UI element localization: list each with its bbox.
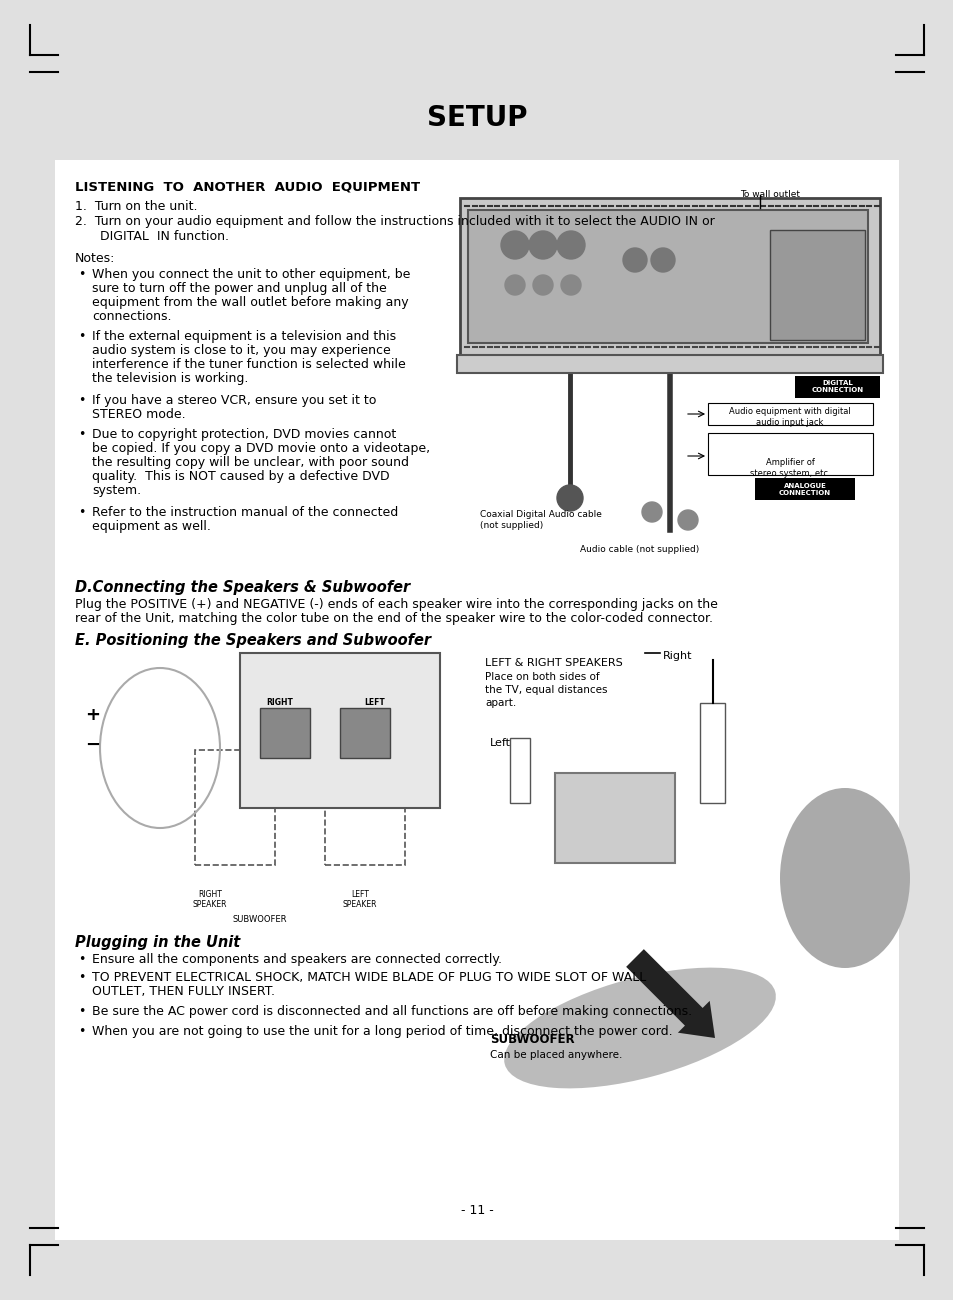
- Text: LEFT: LEFT: [364, 698, 385, 707]
- Text: interference if the tuner function is selected while: interference if the tuner function is se…: [91, 358, 405, 370]
- Text: Audio cable (not supplied): Audio cable (not supplied): [579, 545, 699, 554]
- Text: SUBWOOFER: SUBWOOFER: [490, 1034, 574, 1046]
- Text: •: •: [78, 506, 85, 519]
- Text: system.: system.: [91, 484, 141, 497]
- Text: Can be placed anywhere.: Can be placed anywhere.: [490, 1050, 621, 1060]
- Circle shape: [557, 231, 584, 259]
- Text: - 11 -: - 11 -: [460, 1204, 493, 1217]
- Text: DIGITAL  IN function.: DIGITAL IN function.: [100, 230, 229, 243]
- Circle shape: [557, 485, 582, 511]
- Bar: [468, 211, 867, 343]
- Text: sure to turn off the power and unplug all of the: sure to turn off the power and unplug al…: [91, 282, 386, 295]
- Circle shape: [529, 231, 557, 259]
- Circle shape: [622, 248, 646, 272]
- Text: ANALOGUE
CONNECTION: ANALOGUE CONNECTION: [778, 484, 830, 497]
- Text: •: •: [78, 330, 85, 343]
- Bar: [555, 774, 675, 863]
- Ellipse shape: [780, 788, 909, 968]
- Bar: [707, 433, 872, 474]
- Text: Audio equipment with digital
audio input jack: Audio equipment with digital audio input…: [728, 407, 850, 428]
- Text: D.Connecting the Speakers & Subwoofer: D.Connecting the Speakers & Subwoofer: [75, 580, 410, 595]
- Bar: [707, 403, 872, 425]
- Circle shape: [641, 502, 661, 523]
- Text: When you are not going to use the unit for a long period of time, disconnect the: When you are not going to use the unit f…: [91, 1024, 672, 1037]
- Text: •: •: [78, 268, 85, 281]
- Text: E. Positioning the Speakers and Subwoofer: E. Positioning the Speakers and Subwoofe…: [75, 633, 431, 647]
- Text: the TV, equal distances: the TV, equal distances: [484, 685, 607, 696]
- Bar: [794, 376, 879, 398]
- Text: Left: Left: [490, 738, 511, 748]
- FancyArrow shape: [625, 949, 714, 1037]
- Bar: [194, 750, 274, 864]
- Bar: [769, 230, 864, 341]
- Text: Plug the POSITIVE (+) and NEGATIVE (-) ends of each speaker wire into the corres: Plug the POSITIVE (+) and NEGATIVE (-) e…: [75, 598, 717, 611]
- Bar: [459, 198, 879, 355]
- Text: 1.  Turn on the unit.: 1. Turn on the unit.: [75, 200, 197, 213]
- Text: •: •: [78, 971, 85, 984]
- Text: LEFT
SPEAKER: LEFT SPEAKER: [342, 891, 376, 910]
- Bar: [55, 70, 898, 160]
- Text: −: −: [85, 736, 100, 754]
- Circle shape: [678, 510, 698, 530]
- Text: be copied. If you copy a DVD movie onto a videotape,: be copied. If you copy a DVD movie onto …: [91, 442, 430, 455]
- Bar: [510, 738, 530, 803]
- Text: •: •: [78, 1024, 85, 1037]
- Bar: [754, 478, 854, 500]
- Text: When you connect the unit to other equipment, be: When you connect the unit to other equip…: [91, 268, 410, 281]
- Text: If the external equipment is a television and this: If the external equipment is a televisio…: [91, 330, 395, 343]
- Text: Right: Right: [662, 651, 692, 660]
- Bar: [240, 653, 439, 809]
- Text: Be sure the AC power cord is disconnected and all functions are off before makin: Be sure the AC power cord is disconnecte…: [91, 1005, 691, 1018]
- Text: •: •: [78, 953, 85, 966]
- Circle shape: [504, 276, 524, 295]
- Text: connections.: connections.: [91, 309, 172, 322]
- Text: Plugging in the Unit: Plugging in the Unit: [75, 935, 240, 950]
- Text: DIGITAL
CONNECTION: DIGITAL CONNECTION: [811, 380, 863, 393]
- Text: the resulting copy will be unclear, with poor sound: the resulting copy will be unclear, with…: [91, 456, 409, 469]
- Text: If you have a stereo VCR, ensure you set it to: If you have a stereo VCR, ensure you set…: [91, 394, 376, 407]
- Bar: [700, 703, 724, 803]
- Text: STEREO mode.: STEREO mode.: [91, 408, 186, 421]
- Circle shape: [533, 276, 553, 295]
- Text: Place on both sides of: Place on both sides of: [484, 672, 599, 682]
- Text: apart.: apart.: [484, 698, 516, 708]
- Text: 2.  Turn on your audio equipment and follow the instructions included with it to: 2. Turn on your audio equipment and foll…: [75, 214, 714, 227]
- Text: LEFT & RIGHT SPEAKERS: LEFT & RIGHT SPEAKERS: [484, 658, 622, 668]
- Ellipse shape: [503, 967, 775, 1088]
- Bar: [456, 355, 882, 373]
- Text: the television is working.: the television is working.: [91, 372, 248, 385]
- Text: Amplifier of
stereo system, etc.
(not included): Amplifier of stereo system, etc. (not in…: [749, 458, 829, 489]
- Text: RIGHT: RIGHT: [266, 698, 294, 707]
- Bar: [55, 70, 898, 1240]
- Text: quality.  This is NOT caused by a defective DVD: quality. This is NOT caused by a defecti…: [91, 471, 389, 484]
- Text: OUTLET, THEN FULLY INSERT.: OUTLET, THEN FULLY INSERT.: [91, 985, 274, 998]
- Text: Notes:: Notes:: [75, 252, 115, 265]
- Text: To wall outlet: To wall outlet: [740, 190, 800, 199]
- Text: •: •: [78, 394, 85, 407]
- Text: Refer to the instruction manual of the connected: Refer to the instruction manual of the c…: [91, 506, 397, 519]
- Bar: [325, 750, 405, 864]
- Circle shape: [500, 231, 529, 259]
- Circle shape: [560, 276, 580, 295]
- Text: audio system is close to it, you may experience: audio system is close to it, you may exp…: [91, 344, 391, 358]
- Bar: [339, 708, 390, 758]
- Text: LISTENING  TO  ANOTHER  AUDIO  EQUIPMENT: LISTENING TO ANOTHER AUDIO EQUIPMENT: [75, 179, 419, 192]
- Text: •: •: [78, 1005, 85, 1018]
- Circle shape: [650, 248, 675, 272]
- Text: Due to copyright protection, DVD movies cannot: Due to copyright protection, DVD movies …: [91, 428, 395, 441]
- Text: TO PREVENT ELECTRICAL SHOCK, MATCH WIDE BLADE OF PLUG TO WIDE SLOT OF WALL: TO PREVENT ELECTRICAL SHOCK, MATCH WIDE …: [91, 971, 645, 984]
- Text: Ensure all the components and speakers are connected correctly.: Ensure all the components and speakers a…: [91, 953, 501, 966]
- Bar: [260, 708, 310, 758]
- Text: •: •: [78, 428, 85, 441]
- Text: equipment from the wall outlet before making any: equipment from the wall outlet before ma…: [91, 296, 408, 309]
- Text: SUBWOOFER: SUBWOOFER: [233, 915, 287, 924]
- Text: Coaxial Digital Audio cable
(not supplied): Coaxial Digital Audio cable (not supplie…: [479, 510, 601, 530]
- Text: rear of the Unit, matching the color tube on the end of the speaker wire to the : rear of the Unit, matching the color tub…: [75, 612, 712, 625]
- Text: RIGHT
SPEAKER: RIGHT SPEAKER: [193, 891, 227, 910]
- Text: +: +: [85, 706, 100, 724]
- Text: SETUP: SETUP: [426, 104, 527, 133]
- Text: equipment as well.: equipment as well.: [91, 520, 211, 533]
